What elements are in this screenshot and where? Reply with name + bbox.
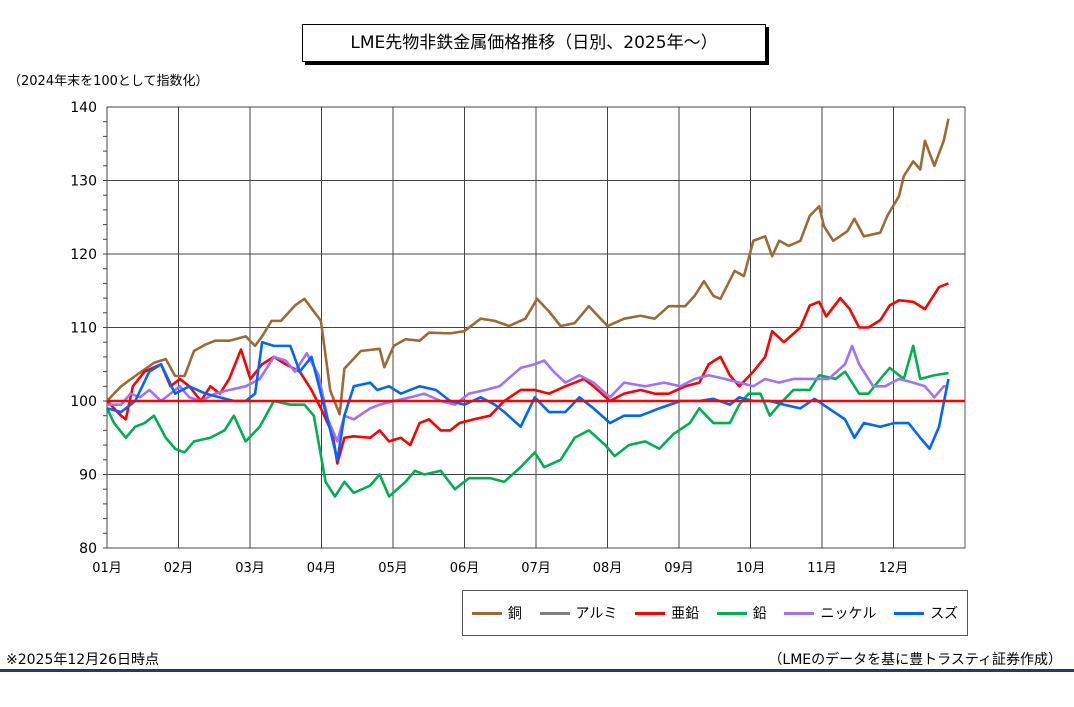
footer-divider — [0, 669, 1074, 672]
x-tick-label: 09月 — [664, 561, 694, 576]
legend-swatch — [635, 611, 666, 615]
series-line — [107, 344, 949, 443]
x-tick-label: 05月 — [378, 561, 408, 576]
x-tick-label: 11月 — [807, 561, 837, 576]
legend-item: 銅 — [471, 603, 522, 623]
as-of-note: ※2025年12月26日時点 — [6, 652, 159, 668]
y-axis-note: （2024年末を100として指数化） — [8, 74, 209, 89]
x-tick-label: 12月 — [879, 561, 909, 576]
y-tick-label: 120 — [70, 247, 97, 263]
source-note: （LMEのデータを基に豊トラスティ証券作成） — [768, 652, 1062, 668]
legend-item: スズ — [894, 603, 958, 623]
legend-item: アルミ — [539, 603, 618, 623]
y-tick-label: 130 — [70, 174, 97, 190]
legend-swatch — [894, 611, 925, 615]
legend-label: スズ — [930, 606, 959, 622]
legend-swatch — [471, 611, 502, 615]
y-tick-label: 140 — [70, 100, 97, 116]
legend-label: ニッケル — [820, 606, 877, 622]
legend-item: 鉛 — [716, 603, 767, 623]
chart-title: LME先物非鉄金属価格推移（日別、2025年〜） — [302, 24, 766, 62]
y-tick-label: 90 — [79, 468, 97, 484]
legend-swatch — [539, 611, 570, 615]
x-tick-label: 04月 — [307, 561, 337, 576]
legend-swatch — [784, 611, 815, 615]
x-tick-label: 06月 — [450, 561, 480, 576]
legend: 銅 アルミ 亜鉛 鉛 ニッケル スズ — [462, 590, 968, 636]
series-line — [106, 118, 950, 416]
legend-item: 亜鉛 — [635, 603, 699, 623]
x-tick-label: 03月 — [235, 561, 265, 576]
legend-item: ニッケル — [784, 603, 876, 623]
legend-label: 亜鉛 — [671, 606, 700, 622]
series-line — [106, 282, 949, 465]
x-tick-label: 01月 — [92, 561, 122, 576]
legend-label: アルミ — [575, 606, 618, 622]
x-tick-label: 07月 — [521, 561, 551, 576]
legend-label: 鉛 — [752, 606, 767, 622]
legend-label: 銅 — [507, 606, 522, 622]
y-tick-label: 110 — [70, 321, 97, 337]
x-tick-label: 02月 — [164, 561, 194, 576]
legend-swatch — [716, 611, 747, 615]
x-tick-label: 08月 — [593, 561, 623, 576]
y-tick-label: 100 — [70, 394, 97, 410]
y-tick-label: 80 — [79, 541, 97, 557]
x-tick-label: 10月 — [736, 561, 766, 576]
